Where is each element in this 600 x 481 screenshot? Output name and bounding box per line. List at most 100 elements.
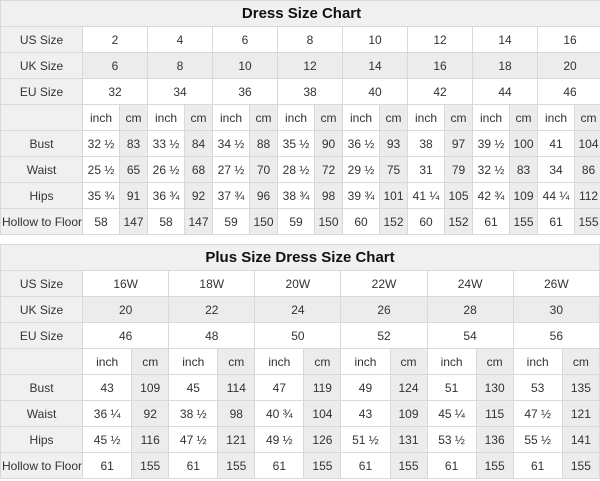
measure-inch-cell: 26 ½: [147, 156, 185, 183]
row-label-cell: Bust: [0, 130, 83, 157]
unit-header-row: inch cm inch cm inch cm inch cm inch cm inch cm inch…: [0, 104, 600, 131]
unit-inch-cell: inch: [407, 104, 445, 131]
measure-cm-cell: 147: [119, 208, 148, 235]
size-value-cell: 4: [147, 26, 213, 53]
size-value-cell: 28: [426, 296, 514, 323]
size-value-cell: 20: [536, 52, 600, 79]
size-value-cell: 14: [342, 52, 408, 79]
title-row: Dress Size Chart: [0, 0, 600, 27]
measure-cm-cell: 72: [314, 156, 343, 183]
size-value-cell: 8: [147, 52, 213, 79]
title-row: Plus Size Dress Size Chart: [0, 244, 600, 271]
measure-cm-cell: 121: [561, 400, 600, 427]
measure-inch-cell: 40 ¾: [254, 400, 305, 427]
measurement-row: Bust 43 109 45 114 47 119 49 124 51 130 53 135: [0, 374, 600, 401]
row-label-cell: Waist: [0, 156, 83, 183]
measure-inch-cell: 28 ½: [277, 156, 315, 183]
unit-cm-cell: cm: [379, 104, 408, 131]
measure-inch-cell: 43: [340, 400, 391, 427]
measure-cm-cell: 90: [314, 130, 343, 157]
size-value-cell: 22W: [340, 270, 428, 297]
measure-cm-cell: 114: [217, 374, 256, 401]
size-value-cell: 16W: [82, 270, 170, 297]
measure-inch-cell: 58: [147, 208, 185, 235]
measure-cm-cell: 105: [444, 182, 473, 209]
unit-inch-cell: inch: [426, 348, 477, 375]
size-value-cell: 38: [277, 78, 343, 105]
size-row: US Size 16W 18W 20W 22W 24W 26W: [0, 270, 600, 297]
measure-cm-cell: 115: [475, 400, 514, 427]
measure-inch-cell: 39 ¾: [342, 182, 380, 209]
measure-cm-cell: 83: [509, 156, 538, 183]
size-value-cell: 20W: [254, 270, 342, 297]
measure-cm-cell: 150: [314, 208, 343, 235]
measure-cm-cell: 68: [184, 156, 213, 183]
size-value-cell: 24W: [426, 270, 514, 297]
measure-inch-cell: 53: [512, 374, 563, 401]
measure-cm-cell: 70: [249, 156, 278, 183]
measure-inch-cell: 49 ½: [254, 426, 305, 453]
measure-inch-cell: 32 ½: [82, 130, 120, 157]
measure-inch-cell: 61: [340, 452, 391, 479]
measure-inch-cell: 25 ½: [82, 156, 120, 183]
measure-cm-cell: 126: [303, 426, 342, 453]
measure-cm-cell: 98: [314, 182, 343, 209]
measure-cm-cell: 112: [573, 182, 600, 209]
measure-inch-cell: 27 ½: [212, 156, 250, 183]
size-row: UK Size 6 8 10 12 14 16 18 20: [0, 52, 600, 79]
measure-inch-cell: 61: [82, 452, 133, 479]
size-row: EU Size 32 34 36 38 40 42 44 46: [0, 78, 600, 105]
unit-cm-cell: cm: [249, 104, 278, 131]
size-value-cell: 56: [512, 322, 600, 349]
measure-inch-cell: 38 ¾: [277, 182, 315, 209]
size-value-cell: 12: [407, 26, 473, 53]
unit-cm-cell: cm: [119, 104, 148, 131]
measure-cm-cell: 93: [379, 130, 408, 157]
size-value-cell: 24: [254, 296, 342, 323]
measure-cm-cell: 135: [561, 374, 600, 401]
measure-inch-cell: 43: [82, 374, 133, 401]
measure-inch-cell: 31: [407, 156, 445, 183]
measure-inch-cell: 61: [426, 452, 477, 479]
size-value-cell: 16: [407, 52, 473, 79]
unit-cm-cell: cm: [573, 104, 600, 131]
unit-inch-cell: inch: [212, 104, 250, 131]
size-value-cell: 40: [342, 78, 408, 105]
measure-inch-cell: 36 ½: [342, 130, 380, 157]
measure-inch-cell: 61: [537, 208, 575, 235]
measure-cm-cell: 155: [389, 452, 428, 479]
unit-cm-cell: cm: [303, 348, 342, 375]
measure-cm-cell: 97: [444, 130, 473, 157]
unit-cm-cell: cm: [131, 348, 170, 375]
size-value-cell: 34: [147, 78, 213, 105]
size-value-cell: 52: [340, 322, 428, 349]
measure-cm-cell: 109: [509, 182, 538, 209]
measurement-row: Waist 25 ½ 65 26 ½ 68 27 ½ 70 28 ½ 72 29 ½ 75 31 79 3…: [0, 156, 600, 183]
unit-inch-cell: inch: [342, 104, 380, 131]
size-row: US Size 2 4 6 8 10 12 14 16: [0, 26, 600, 53]
size-value-cell: 46: [82, 322, 170, 349]
size-value-cell: 26W: [512, 270, 600, 297]
measure-inch-cell: 60: [407, 208, 445, 235]
unit-inch-cell: inch: [82, 104, 120, 131]
measure-inch-cell: 37 ¾: [212, 182, 250, 209]
measure-cm-cell: 109: [131, 374, 170, 401]
measurement-row: Waist 36 ¼ 92 38 ½ 98 40 ¾ 104 43 109 45 ¼ 115 47 ½…: [0, 400, 600, 427]
plus-size-chart-body: US Size 16W 18W 20W 22W 24W 26W UK Size 20 22 24 26…: [0, 270, 600, 479]
measure-inch-cell: 49: [340, 374, 391, 401]
size-value-cell: 46: [536, 78, 600, 105]
row-label-cell: Bust: [0, 374, 84, 401]
measure-cm-cell: 91: [119, 182, 148, 209]
measure-inch-cell: 33 ½: [147, 130, 185, 157]
size-value-cell: 44: [472, 78, 538, 105]
measure-cm-cell: 141: [561, 426, 600, 453]
size-value-cell: 26: [340, 296, 428, 323]
measure-cm-cell: 92: [131, 400, 170, 427]
row-label-cell: UK Size: [0, 52, 83, 79]
measure-cm-cell: 124: [389, 374, 428, 401]
measure-inch-cell: 61: [168, 452, 219, 479]
measure-cm-cell: 155: [303, 452, 342, 479]
measure-inch-cell: 29 ½: [342, 156, 380, 183]
unit-inch-cell: inch: [537, 104, 575, 131]
